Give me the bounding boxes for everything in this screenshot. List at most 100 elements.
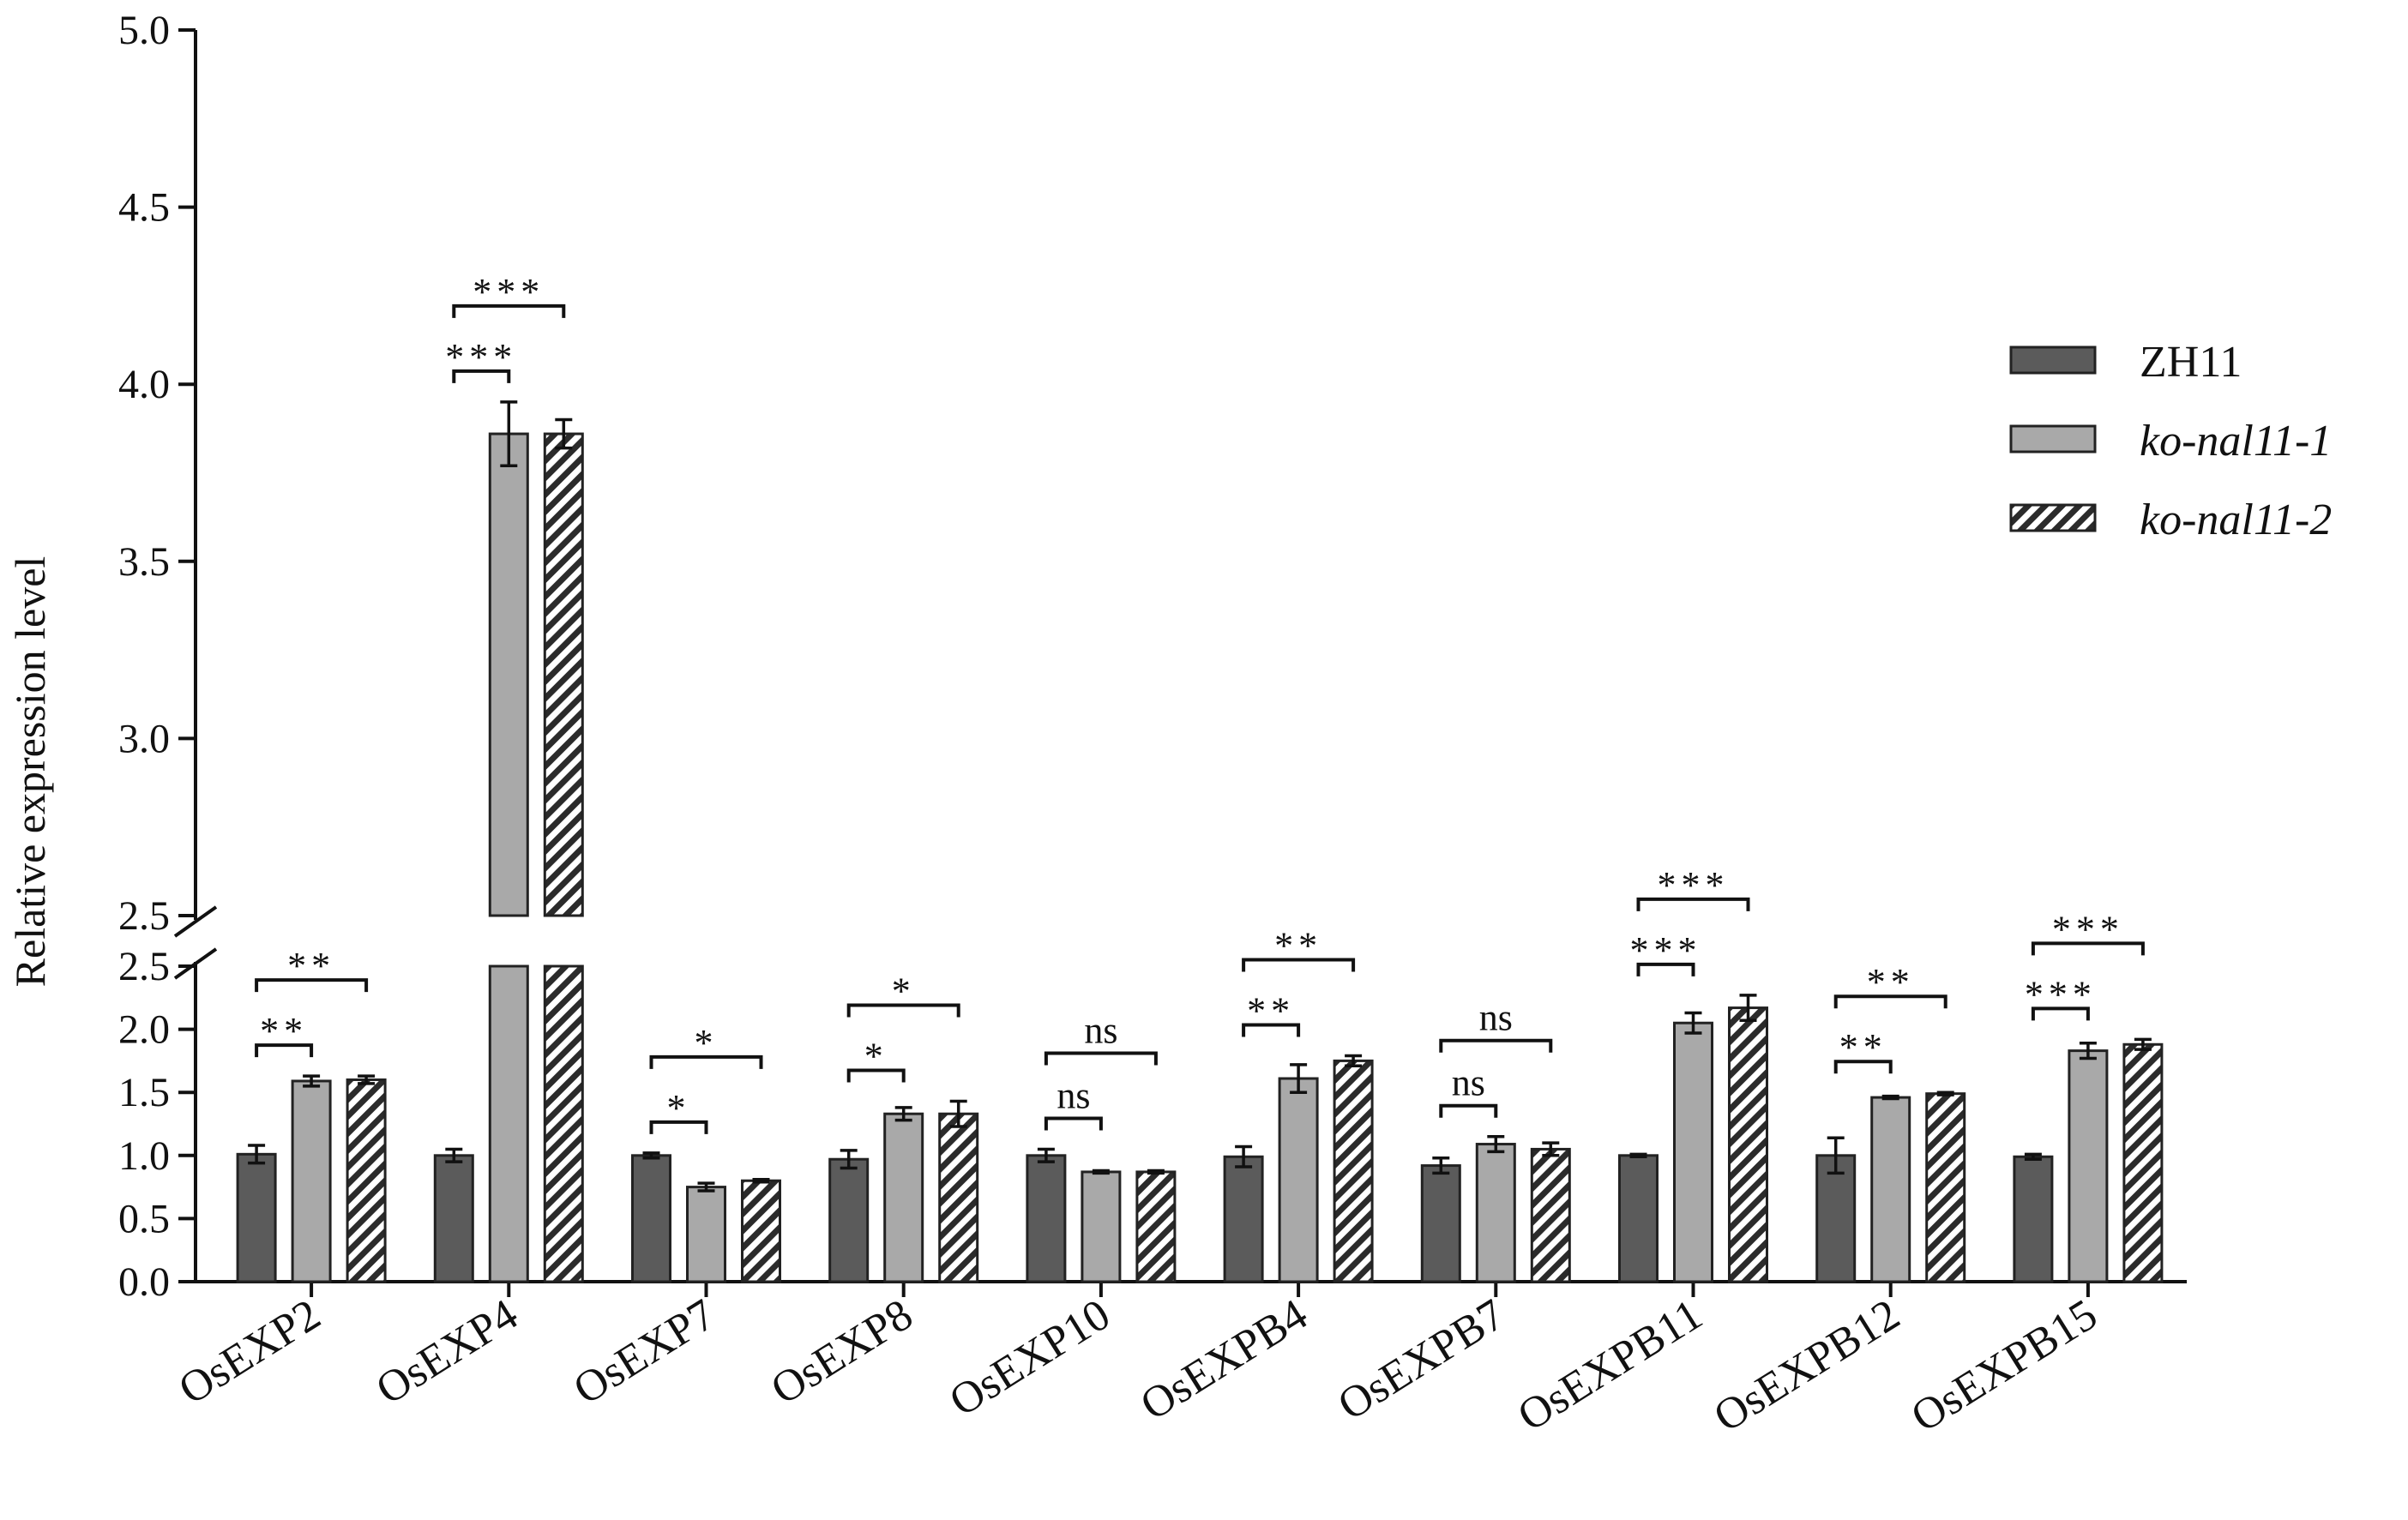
x-tick-label-OsEXP7: OsEXP7 (565, 1290, 724, 1415)
bar-OsEXP10-ko-nal11-1 (1081, 1170, 1122, 1283)
bar-OsEXP10-ko-nal11-2 (1135, 1170, 1177, 1283)
x-tick-label-OsEXP4: OsEXP4 (368, 1290, 527, 1415)
bar-OsEXPB4-ZH11 (1223, 1155, 1264, 1283)
x-tick-label-OsEXPB11: OsEXPB11 (1509, 1290, 1710, 1441)
bar-OsEXPB11-ko-nal11-2 (1728, 1006, 1768, 1283)
error-bar-OsEXP4-ZH11 (445, 1147, 463, 1163)
error-bar-OsEXP10-ko-nal11-2 (1147, 1169, 1165, 1175)
significance-label: ** (1839, 1026, 1887, 1068)
y-upper-tick-label-4: 4.5 (118, 185, 170, 231)
significance-OsEXPB7-ko-nal11-1: ns (1439, 1062, 1498, 1118)
bar-OsEXP7-ko-nal11-2 (741, 1179, 781, 1283)
bar-OsEXP8-ko-nal11-1 (883, 1112, 924, 1283)
error-bar-OsEXPB4-ko-nal11-2 (1345, 1054, 1363, 1068)
bar-OsEXP10-ZH11 (1026, 1154, 1067, 1283)
bar-OsEXPB15-ko-nal11-1 (2068, 1049, 2109, 1283)
significance-OsEXPB15-ko-nal11-1: *** (2025, 973, 2097, 1021)
bar-OsEXPB15-ko-nal11-2 (2122, 1042, 2164, 1283)
y-upper-tick-label-2: 3.5 (118, 539, 170, 585)
y-lower-tick-label-4: 2.0 (118, 1007, 170, 1053)
significance-OsEXP4-ko-nal11-2: *** (452, 271, 566, 318)
error-bar-OsEXPB4-ZH11 (1235, 1145, 1253, 1169)
significance-OsEXPB12-ko-nal11-2: ** (1833, 961, 1947, 1009)
significance-label: ns (1479, 997, 1513, 1039)
bar-OsEXP7-ko-nal11-1 (686, 1186, 726, 1283)
bar-OsEXPB7-ko-nal11-1 (1475, 1143, 1516, 1283)
significance-label: ** (1247, 990, 1295, 1032)
error-bar-OsEXPB7-ko-nal11-2 (1542, 1141, 1560, 1157)
y-lower-tick-label-2: 1.0 (118, 1133, 170, 1179)
legend-label: ko-nal11-1 (2140, 417, 2332, 466)
significance-OsEXPB15-ko-nal11-2: *** (2031, 908, 2145, 956)
y-lower-tick-label-1: 0.5 (118, 1196, 170, 1241)
significance-OsEXP8-ko-nal11-2: * (846, 970, 960, 1018)
error-bar-OsEXPB12-ZH11 (1827, 1136, 1845, 1175)
legend-item-ko-nal11-2: ko-nal11-2 (2009, 496, 2332, 544)
significance-label: * (864, 1036, 888, 1078)
legend-swatch (2009, 345, 2097, 375)
error-bar-OsEXP10-ZH11 (1037, 1147, 1055, 1163)
y-lower-tick-label-5: 2.5 (118, 944, 170, 989)
error-bar-OsEXPB4-ko-nal11-1 (1290, 1063, 1308, 1094)
x-tick-label-OsEXPB4: OsEXPB4 (1132, 1290, 1315, 1430)
bar-OsEXP4-ko-nal11-1-upper (488, 432, 529, 917)
error-bar-OsEXPB7-ZH11 (1432, 1156, 1450, 1175)
error-bar-OsEXP8-ko-nal11-1 (894, 1106, 912, 1122)
significance-label: *** (445, 336, 517, 378)
significance-label: *** (1630, 929, 1702, 971)
error-bar-OsEXP7-ko-nal11-2 (752, 1178, 770, 1184)
significance-OsEXP10-ko-nal11-1: ns (1044, 1074, 1103, 1131)
error-bar-OsEXP2-ZH11 (248, 1144, 266, 1165)
error-bar-OsEXP7-ko-nal11-1 (697, 1181, 715, 1193)
legend-label: ZH11 (2140, 338, 2242, 387)
bar-OsEXPB11-ko-nal11-1 (1673, 1021, 1713, 1283)
significance-label: *** (2052, 908, 2124, 950)
significance-label: *** (473, 271, 545, 313)
legend: ZH11 ko-nal11-1 ko-nal11-2 (2009, 338, 2332, 544)
y-lower-tick-label-0: 0.0 (118, 1259, 170, 1305)
x-tick-label-OsEXPB12: OsEXPB12 (1706, 1290, 1908, 1442)
legend-label: ko-nal11-2 (2140, 496, 2332, 544)
bar-OsEXPB4-ko-nal11-2 (1333, 1059, 1374, 1283)
significance-label: *** (2025, 973, 2097, 1015)
x-tick-label-OsEXP8: OsEXP8 (762, 1290, 921, 1415)
error-bar-OsEXPB12-ko-nal11-1 (1881, 1094, 1899, 1101)
y-lower-tick-label-3: 1.5 (118, 1070, 170, 1115)
x-tick-label-OsEXPB7: OsEXPB7 (1330, 1290, 1514, 1430)
significance-label: * (667, 1087, 691, 1129)
significance-label: ns (1452, 1062, 1485, 1104)
significance-OsEXP4-ko-nal11-1: *** (445, 336, 517, 383)
bar-OsEXPB12-ko-nal11-2 (1925, 1092, 1966, 1283)
axis-break-mark-upper (173, 905, 218, 938)
significance-label: * (695, 1022, 719, 1064)
significance-OsEXPB4-ko-nal11-1: ** (1242, 990, 1301, 1037)
significance-OsEXP2-ko-nal11-2: ** (255, 945, 369, 993)
bar-OsEXPB15-ZH11 (2013, 1155, 2054, 1283)
significance-OsEXPB4-ko-nal11-2: ** (1242, 925, 1356, 972)
error-bar-OsEXPB11-ZH11 (1629, 1152, 1647, 1159)
bar-OsEXP2-ZH11 (236, 1152, 277, 1283)
error-bar-OsEXP2-ko-nal11-1 (303, 1074, 321, 1088)
error-bar-OsEXP10-ko-nal11-1 (1092, 1169, 1110, 1175)
significance-label: *** (1658, 864, 1730, 906)
significance-OsEXP8-ko-nal11-1: * (846, 1036, 906, 1083)
error-bar-OsEXPB15-ko-nal11-2 (2134, 1037, 2152, 1051)
legend-swatch (2009, 424, 2097, 454)
error-bar-OsEXPB7-ko-nal11-1 (1487, 1134, 1505, 1154)
bar-OsEXP7-ZH11 (631, 1154, 671, 1283)
bar-OsEXP2-ko-nal11-2 (346, 1078, 387, 1283)
bar-OsEXPB12-ZH11 (1815, 1154, 1857, 1283)
bar-OsEXP4-ko-nal11-2-lower (543, 964, 584, 1283)
significance-label: * (892, 970, 916, 1012)
significance-label: ** (1867, 961, 1915, 1003)
bar-OsEXPB4-ko-nal11-1 (1278, 1077, 1319, 1283)
bar-OsEXPB12-ko-nal11-1 (1870, 1096, 1911, 1283)
error-bar-OsEXP8-ko-nal11-2 (949, 1099, 967, 1128)
bar-OsEXP2-ko-nal11-1 (291, 1079, 332, 1283)
significance-label: ** (287, 945, 335, 987)
y-upper-tick-label-3: 4.0 (118, 362, 170, 407)
significance-OsEXPB12-ko-nal11-1: ** (1833, 1026, 1893, 1074)
significance-OsEXPB11-ko-nal11-1: *** (1630, 929, 1702, 976)
y-upper-tick-label-1: 3.0 (118, 716, 170, 761)
bar-OsEXP8-ko-nal11-2 (938, 1112, 979, 1283)
